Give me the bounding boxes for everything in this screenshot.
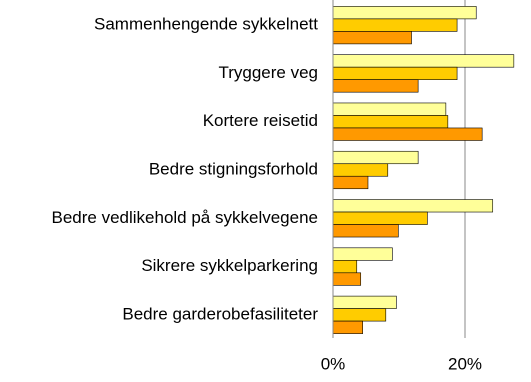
bar	[332, 295, 397, 309]
y-tick-label: Tryggere veg	[218, 63, 318, 82]
y-tick-label: Kortere reisetid	[203, 111, 318, 130]
bar	[332, 115, 449, 129]
y-tick-label: Bedre garderobefasiliteter	[122, 304, 318, 323]
bar	[332, 127, 483, 141]
bar	[332, 18, 458, 32]
x-tick-label: 20%	[448, 354, 482, 373]
bar	[332, 320, 364, 334]
bar	[332, 79, 419, 93]
bar	[332, 31, 412, 45]
y-tick-label: Bedre vedlikehold på sykkelvegene	[51, 208, 318, 227]
y-tick-label: Sammenhengende sykkelnett	[94, 15, 318, 34]
bar	[332, 66, 458, 80]
bar	[332, 150, 419, 165]
x-tick-label: 0%	[321, 354, 346, 373]
bar	[332, 272, 362, 286]
bar	[332, 6, 477, 20]
bar	[332, 247, 393, 261]
bar	[332, 175, 369, 190]
bar	[332, 224, 399, 238]
bar	[332, 102, 447, 116]
bar	[332, 308, 387, 322]
bar	[332, 260, 358, 274]
bar	[332, 163, 389, 177]
bar	[332, 199, 494, 213]
y-tick-label: Bedre stigningsforhold	[149, 159, 318, 178]
y-tick-label: Sikrere sykkelparkering	[141, 256, 318, 275]
bar	[332, 54, 515, 68]
bar	[332, 211, 428, 225]
